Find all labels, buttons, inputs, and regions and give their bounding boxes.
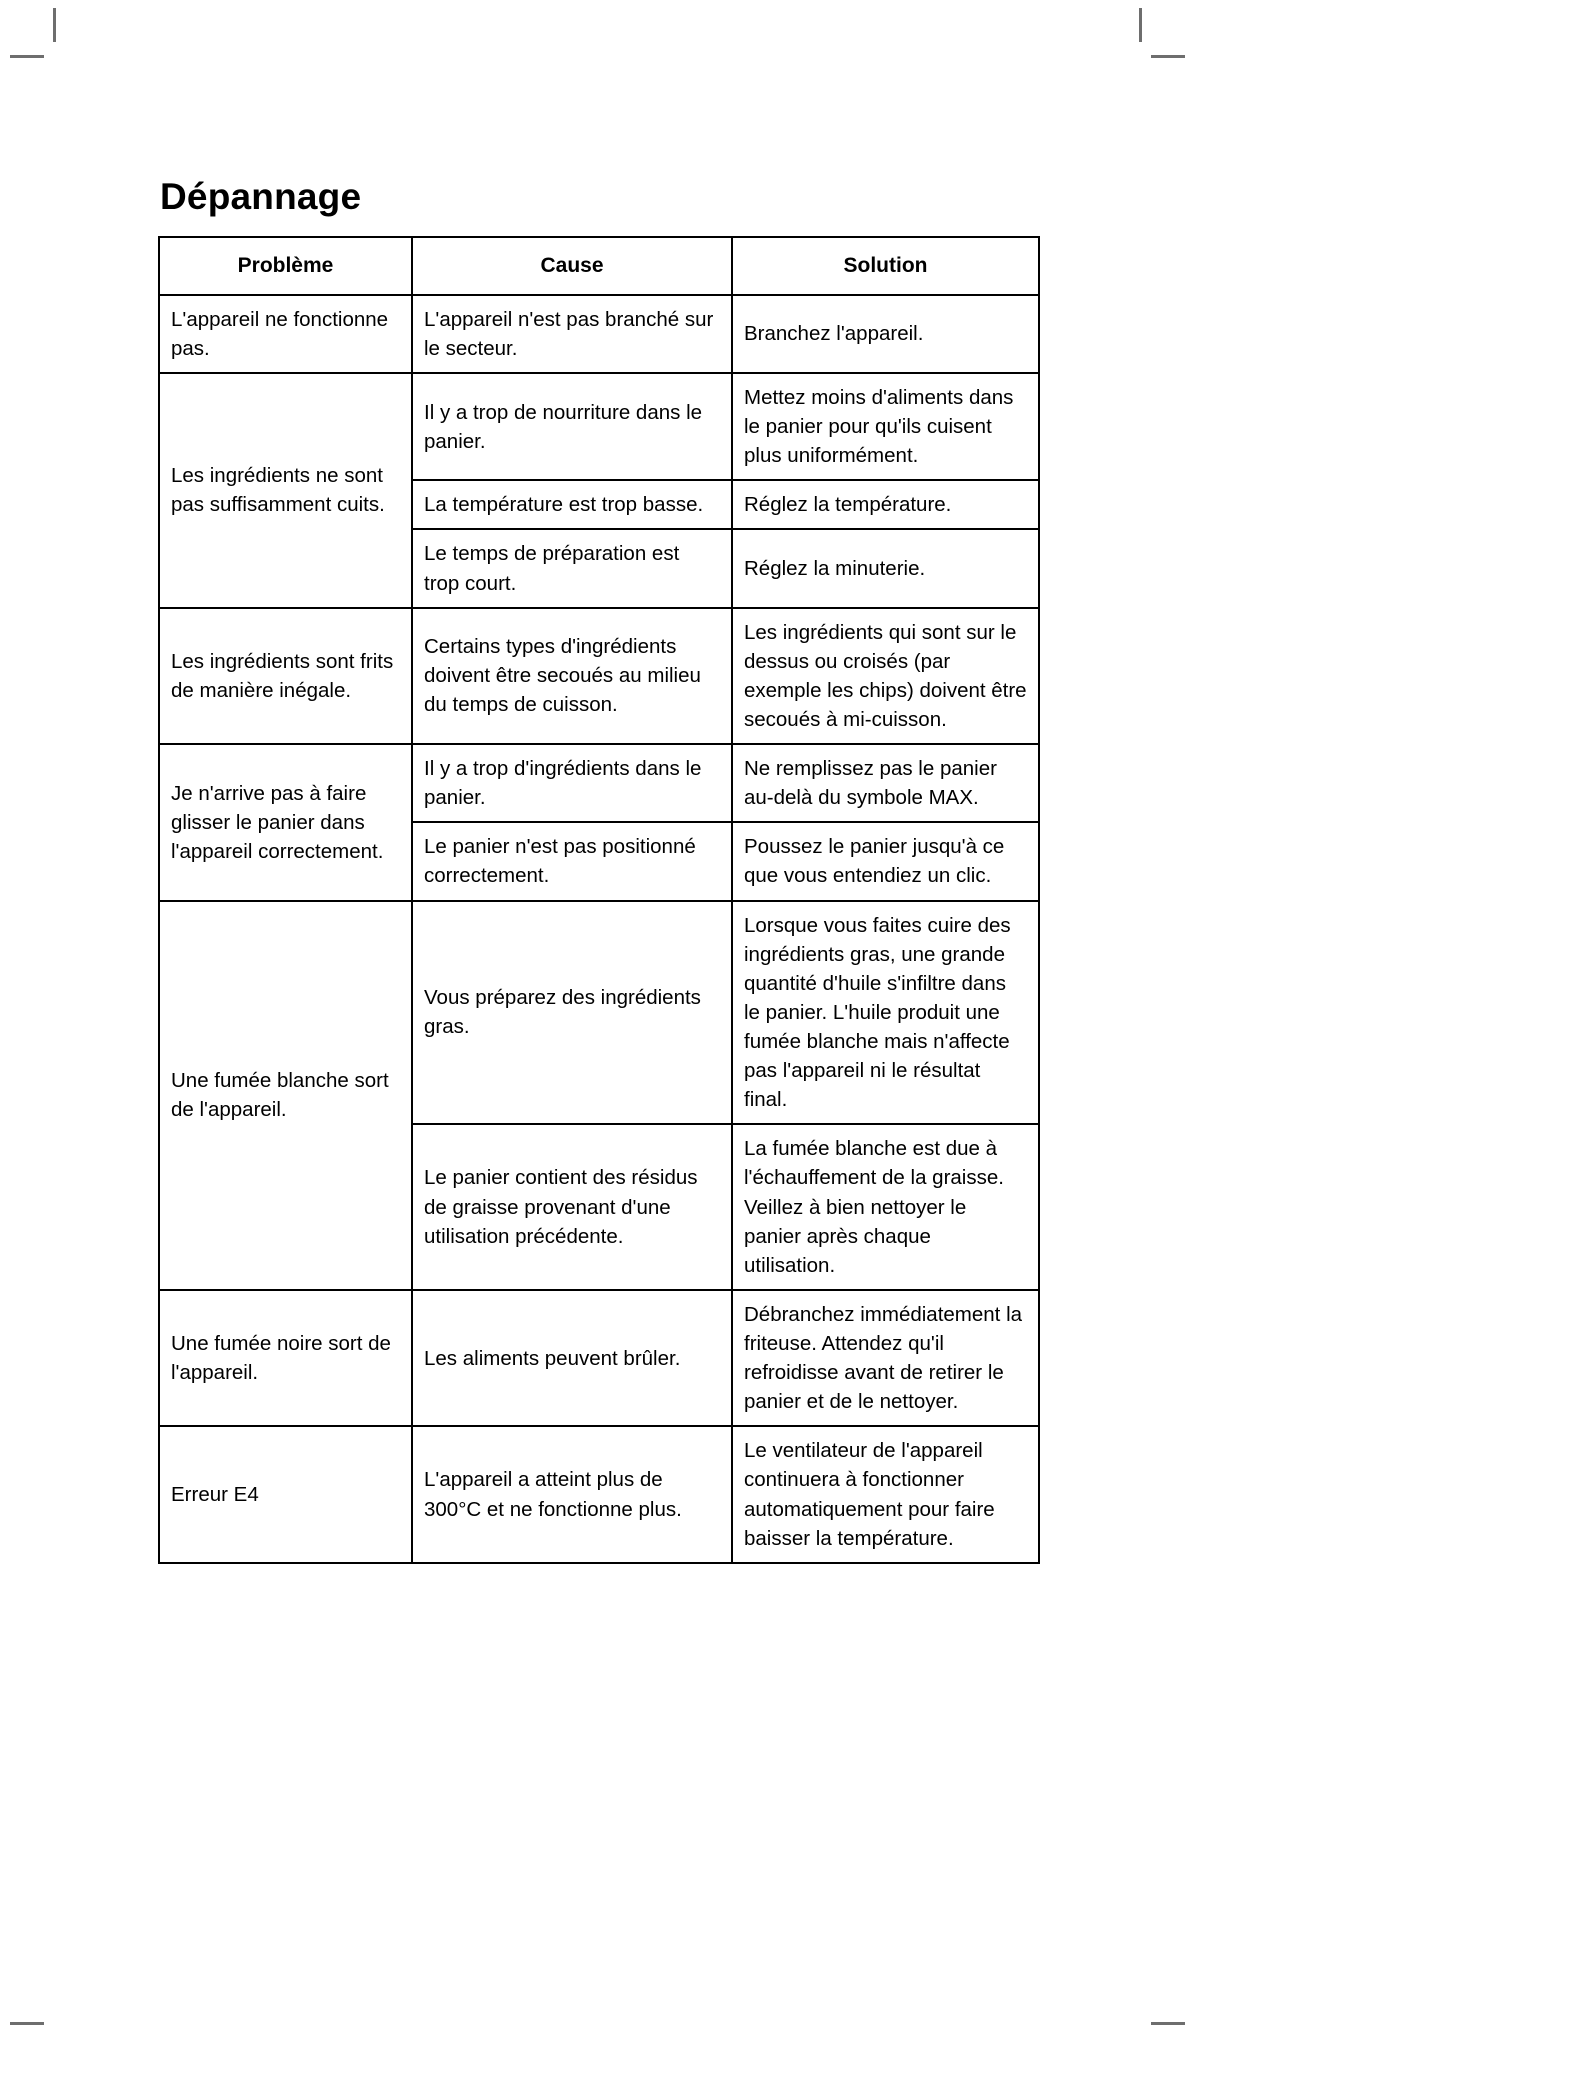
cell-solution: Mettez moins d'aliments dans le panier p… bbox=[731, 372, 1040, 482]
cell-solution: Lorsque vous faites cuire des ingrédient… bbox=[731, 899, 1040, 1126]
cell-solution: Réglez la minuterie. bbox=[731, 528, 1040, 609]
table-row: Je n'arrive pas à faire glisser le panie… bbox=[158, 743, 1040, 902]
cell-probleme: Les ingrédients ne sont pas suffisamment… bbox=[158, 372, 413, 609]
cell-solution: Réglez la température. bbox=[731, 479, 1040, 531]
cell-solution: La fumée blanche est due à l'échauffemen… bbox=[731, 1123, 1040, 1291]
cell-solution: Le ventilateur de l'appareil continuera … bbox=[731, 1425, 1040, 1564]
cell-solution: Branchez l'appareil. bbox=[731, 293, 1040, 375]
troubleshooting-table: Problème Cause Solution L'appareil ne fo… bbox=[158, 236, 1040, 1564]
cell-solution: Débranchez immédiatement la friteuse. At… bbox=[731, 1288, 1040, 1428]
cell-probleme: Une fumée blanche sort de l'appareil. bbox=[158, 899, 413, 1291]
cell-cause: Les aliments peuvent brûler. bbox=[411, 1288, 733, 1428]
column-header-solution: Solution bbox=[731, 236, 1040, 296]
cell-solution: Les ingrédients qui sont sur le dessus o… bbox=[731, 606, 1040, 746]
table-row: Une fumée blanche sort de l'appareil. Vou… bbox=[158, 899, 1040, 1291]
crop-mark-top-right-horizontal bbox=[1151, 55, 1185, 58]
cell-cause: Vous préparez des ingrédients gras. bbox=[411, 899, 733, 1126]
cell-solution: Poussez le panier jusqu'à ce que vous en… bbox=[731, 821, 1040, 902]
table-row: Le panier n'est pas positionné correctem… bbox=[159, 821, 1040, 902]
table-row: Le panier contient des résidus de graiss… bbox=[159, 1123, 1040, 1291]
cell-cause: Certains types d'ingrédients doivent êtr… bbox=[411, 606, 733, 746]
table-row: Une fumée noire sort de l'appareil. Les a… bbox=[158, 1288, 1040, 1428]
cell-cause: La température est trop basse. bbox=[411, 479, 733, 531]
table-row: Erreur E4 L'appareil a atteint plus de 30… bbox=[158, 1425, 1040, 1564]
cell-cause: Le panier n'est pas positionné correctem… bbox=[411, 821, 733, 902]
cell-probleme: Les ingrédients sont frits de manière in… bbox=[158, 606, 413, 746]
table-row: Le temps de préparation est trop court. R… bbox=[159, 528, 1040, 609]
crop-mark-bottom-right-horizontal bbox=[1151, 2022, 1185, 2025]
crop-mark-top-right-vertical bbox=[1139, 8, 1142, 42]
cell-cause: Le panier contient des résidus de graiss… bbox=[411, 1123, 733, 1291]
cell-probleme: L'appareil ne fonctionne pas. bbox=[158, 293, 413, 375]
crop-mark-top-left-vertical bbox=[53, 8, 56, 42]
table-row: La température est trop basse. Réglez la … bbox=[159, 479, 1040, 531]
table-row: Les ingrédients sont frits de manière in… bbox=[158, 606, 1040, 746]
column-header-probleme: Problème bbox=[158, 236, 413, 296]
table-row: Les ingrédients ne sont pas suffisamment… bbox=[158, 372, 1040, 609]
cell-cause: Il y a trop d'ingrédients dans le panier… bbox=[411, 743, 733, 824]
crop-mark-top-left-horizontal bbox=[10, 55, 44, 58]
cell-solution: Ne remplissez pas le panier au-delà du s… bbox=[731, 743, 1040, 824]
crop-mark-bottom-left-horizontal bbox=[10, 2022, 44, 2025]
cell-cause: L'appareil a atteint plus de 300°C et ne… bbox=[411, 1425, 733, 1564]
cell-probleme: Erreur E4 bbox=[158, 1425, 413, 1564]
table-row: L'appareil ne fonctionne pas. L'appareil … bbox=[158, 293, 1040, 375]
cell-cause: Le temps de préparation est trop court. bbox=[411, 528, 733, 609]
cell-cause: L'appareil n'est pas branché sur le sect… bbox=[411, 293, 733, 375]
cell-probleme: Je n'arrive pas à faire glisser le panie… bbox=[158, 743, 413, 902]
cell-cause: Il y a trop de nourriture dans le panier… bbox=[411, 372, 733, 482]
cell-probleme: Une fumée noire sort de l'appareil. bbox=[158, 1288, 413, 1428]
page-title: Dépannage bbox=[160, 175, 362, 217]
table-header-row: Problème Cause Solution bbox=[158, 236, 1040, 296]
column-header-cause: Cause bbox=[411, 236, 733, 296]
